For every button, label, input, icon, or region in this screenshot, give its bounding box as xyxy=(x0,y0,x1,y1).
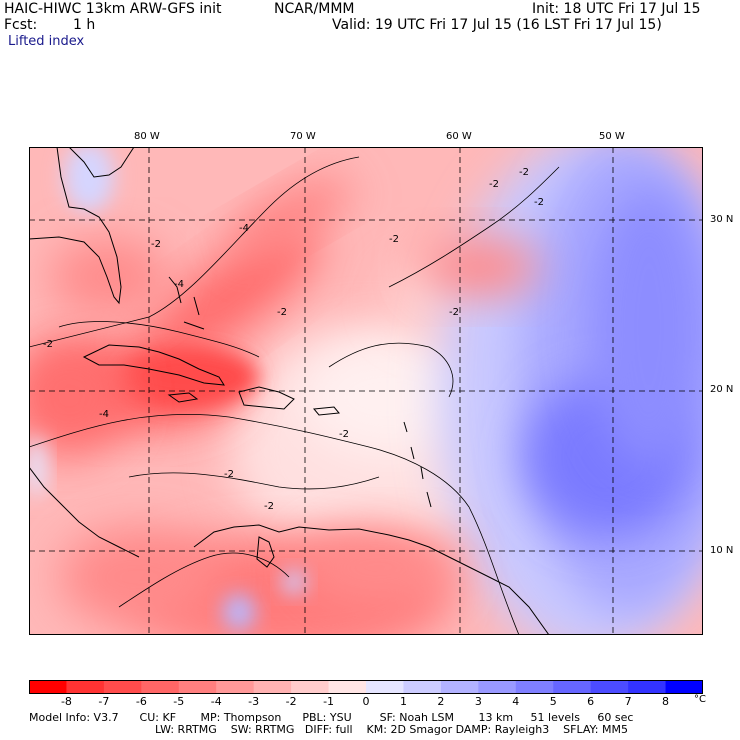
contour-label: -2 xyxy=(489,179,499,190)
colorbar-tick-label: -5 xyxy=(173,695,185,708)
colorbar-swatch xyxy=(66,680,105,694)
colorbar-tick-label: -8 xyxy=(60,695,72,708)
colorbar-swatch xyxy=(328,680,367,694)
colorbar-tick-label: 0 xyxy=(362,695,370,708)
colorbar-swatch xyxy=(665,680,703,694)
colorbar-swatch xyxy=(478,680,517,694)
colorbar-tick-label: -7 xyxy=(98,695,110,708)
colorbar xyxy=(29,680,703,694)
forecast-hour: 1 h xyxy=(73,17,96,33)
colorbar-tick-label: 3 xyxy=(474,695,482,708)
contour-label: -2 xyxy=(264,501,274,512)
colorbar-swatch xyxy=(103,680,142,694)
init-time: Init: 18 UTC Fri 17 Jul 15 xyxy=(532,1,701,17)
colorbar-swatch xyxy=(440,680,479,694)
colorbar-swatch xyxy=(253,680,292,694)
colorbar-tick-label: 5 xyxy=(549,695,557,708)
contour-label: -2 xyxy=(519,167,529,178)
colorbar-swatch xyxy=(553,680,592,694)
model-info-line1: Model Info: V3.7 CU: KF MP: Thompson PBL… xyxy=(29,711,634,724)
lon-label-70w: 70 W xyxy=(290,131,316,142)
colorbar-unit: °C xyxy=(694,694,706,705)
contour-label: -4 xyxy=(174,279,184,290)
contour-label: -2 xyxy=(449,307,459,318)
lat-label-30n: 30 N xyxy=(710,214,734,225)
map-frame xyxy=(29,147,703,635)
lon-label-80w: 80 W xyxy=(134,131,160,142)
colorbar-swatch xyxy=(515,680,554,694)
colorbar-swatch xyxy=(178,680,217,694)
field-shading xyxy=(29,147,703,635)
colorbar-swatch xyxy=(29,680,67,694)
colorbar-frame xyxy=(29,680,703,694)
lon-label-50w: 50 W xyxy=(599,131,625,142)
field-name: Lifted index xyxy=(8,34,85,49)
forecast-label: Fcst: xyxy=(4,17,38,33)
colorbar-tick-label: 1 xyxy=(399,695,407,708)
colorbar-swatch xyxy=(216,680,255,694)
colorbar-swatch xyxy=(590,680,629,694)
contour-label: -2 xyxy=(389,234,399,245)
organization-label: NCAR/MMM xyxy=(274,1,355,17)
colorbar-tick-label: -3 xyxy=(248,695,260,708)
contour-label: -2 xyxy=(277,307,287,318)
colorbar-tick-label: -1 xyxy=(323,695,335,708)
colorbar-tick-label: 4 xyxy=(512,695,520,708)
colorbar-tick-label: -4 xyxy=(210,695,222,708)
contour-label: -2 xyxy=(224,469,234,480)
colorbar-swatch xyxy=(628,680,667,694)
colorbar-swatch xyxy=(366,680,404,694)
lat-lon-grid xyxy=(29,147,703,635)
colorbar-tick-label: 6 xyxy=(587,695,595,708)
contour-label: -4 xyxy=(99,409,109,420)
contour-label: -2 xyxy=(534,197,544,208)
model-info-line2: LW: RRTMG SW: RRTMG DIFF: full KM: 2D Sm… xyxy=(155,723,628,736)
lon-label-60w: 60 W xyxy=(446,131,472,142)
contour-label: -2 xyxy=(339,429,349,440)
lat-label-10n: 10 N xyxy=(710,545,734,556)
contour-lines xyxy=(29,156,560,635)
contour-label: -2 xyxy=(151,239,161,250)
lat-label-20n: 20 N xyxy=(710,384,734,395)
contour-label: -2 xyxy=(43,339,53,350)
colorbar-swatch xyxy=(141,680,180,694)
colorbar-tick-label: 8 xyxy=(662,695,670,708)
valid-time: Valid: 19 UTC Fri 17 Jul 15 (16 LST Fri … xyxy=(332,17,662,33)
model-title: HAIC-HIWC 13km ARW-GFS init xyxy=(4,1,222,17)
colorbar-swatch xyxy=(403,680,442,694)
colorbar-tick-label: -6 xyxy=(135,695,147,708)
colorbar-tick-label: 2 xyxy=(437,695,445,708)
contour-label: -4 xyxy=(239,223,249,234)
lifted-index-map: -2 -2 -2 -2 -2 -2 -2 -2 -2 -2 -2 -4 -4 -… xyxy=(29,147,703,635)
colorbar-swatch xyxy=(291,680,330,694)
colorbar-tick-label: -2 xyxy=(285,695,297,708)
coastlines xyxy=(29,147,550,635)
colorbar-tick-label: 7 xyxy=(624,695,632,708)
